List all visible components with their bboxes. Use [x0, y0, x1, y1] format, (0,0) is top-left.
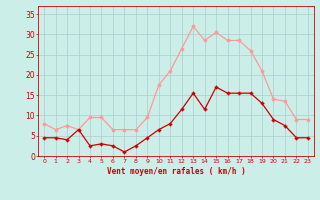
X-axis label: Vent moyen/en rafales ( km/h ): Vent moyen/en rafales ( km/h ) — [107, 167, 245, 176]
